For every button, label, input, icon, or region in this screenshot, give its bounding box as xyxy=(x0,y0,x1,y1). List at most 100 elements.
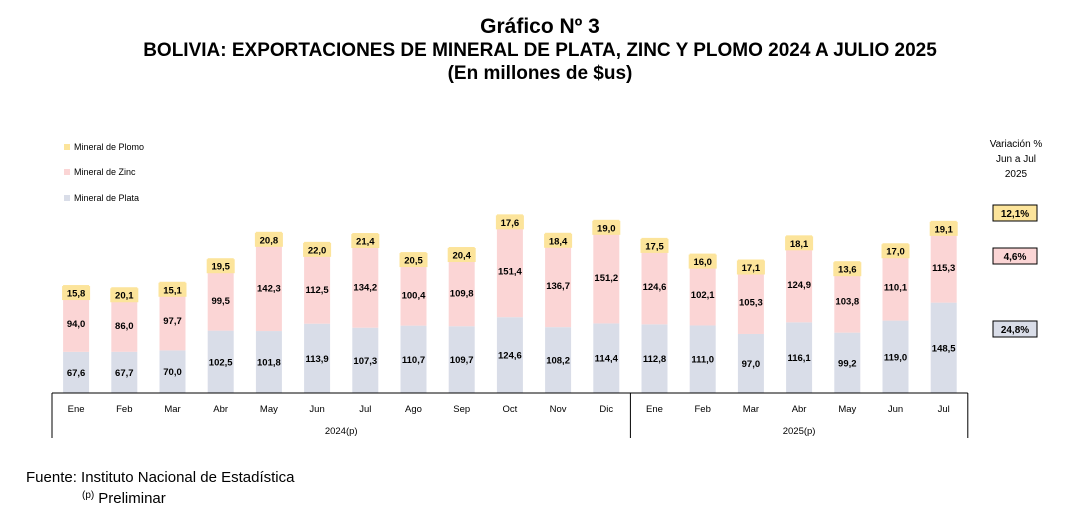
data-label-box xyxy=(62,286,91,301)
preliminary-text: Preliminar xyxy=(98,490,166,507)
bar-segment xyxy=(882,253,909,321)
data-label: 67,7 xyxy=(115,368,134,379)
preliminary-mark: (p) xyxy=(82,490,95,501)
variation-box xyxy=(992,320,1038,338)
data-label-box xyxy=(785,236,814,251)
variation-box xyxy=(992,247,1038,265)
bar-segment xyxy=(304,323,331,393)
bar-segment xyxy=(159,290,186,351)
bar-segment xyxy=(689,325,716,393)
bar-segment xyxy=(930,302,957,393)
data-label-box xyxy=(881,244,910,259)
variation-value: 4,6% xyxy=(1004,252,1027,263)
chart-titles: Gráfico Nº 3 BOLIVIA: EXPORTACIONES DE M… xyxy=(0,14,1080,85)
data-label: 102,1 xyxy=(691,290,715,301)
bar-segment xyxy=(111,351,138,393)
data-label: 142,3 xyxy=(257,283,281,294)
x-tick-label: Sep xyxy=(453,404,470,415)
x-tick-label: Ago xyxy=(405,404,422,415)
data-label: 22,0 xyxy=(308,245,327,256)
data-label: 105,3 xyxy=(739,297,763,308)
source-note: Fuente: Instituto Nacional de Estadístic… xyxy=(26,469,295,486)
data-label: 20,5 xyxy=(404,256,423,267)
data-label: 136,7 xyxy=(546,281,570,292)
data-label: 124,6 xyxy=(643,282,667,293)
data-label: 103,8 xyxy=(835,297,859,308)
bar-segment xyxy=(448,259,475,327)
data-label: 110,7 xyxy=(402,355,425,366)
data-label: 113,9 xyxy=(305,354,328,365)
x-tick-label: Abr xyxy=(213,404,228,415)
data-label: 17,1 xyxy=(742,263,761,274)
group-label: 2025(p) xyxy=(783,426,816,437)
data-label: 67,6 xyxy=(67,368,86,379)
x-tick-label: Nov xyxy=(550,404,567,415)
bar-segment xyxy=(641,324,668,393)
data-label: 109,8 xyxy=(450,288,474,299)
data-label: 111,0 xyxy=(691,355,714,366)
data-label: 148,5 xyxy=(932,343,956,354)
data-label: 119,0 xyxy=(884,352,907,363)
bar-segment xyxy=(207,270,234,331)
bar-segment xyxy=(63,294,90,352)
x-tick-label: Jun xyxy=(888,404,903,415)
data-label: 20,4 xyxy=(452,251,471,262)
data-label-box xyxy=(399,253,428,268)
group-label: 2024(p) xyxy=(325,426,358,437)
data-label-box xyxy=(592,220,621,235)
chart-subtitle: BOLIVIA: EXPORTACIONES DE MINERAL DE PLA… xyxy=(143,40,937,61)
bar-segment xyxy=(930,232,957,303)
bar-segment xyxy=(496,317,523,393)
data-label: 13,6 xyxy=(838,265,857,276)
x-tick-label: Feb xyxy=(116,404,132,415)
bar-segment xyxy=(111,299,138,352)
bar-segment xyxy=(496,225,523,318)
chart-title: Gráfico Nº 3 xyxy=(480,15,600,38)
data-label-box xyxy=(158,282,187,297)
variation-title: 2025 xyxy=(1005,169,1028,180)
data-label: 19,5 xyxy=(211,262,230,273)
variation-value: 24,8% xyxy=(1001,325,1029,336)
x-tick-label: Mar xyxy=(743,404,759,415)
variation-value: 12,1% xyxy=(1001,209,1029,220)
chart-units: (En millones de $us) xyxy=(447,63,633,84)
data-label: 86,0 xyxy=(115,321,134,332)
data-label: 94,0 xyxy=(67,319,86,330)
bar-segment xyxy=(593,231,620,324)
data-label: 20,1 xyxy=(115,291,134,302)
bar-segment xyxy=(159,350,186,393)
x-tick-label: Jul xyxy=(938,404,950,415)
data-label: 109,7 xyxy=(450,355,474,366)
bar-segment xyxy=(255,244,282,332)
data-label: 17,6 xyxy=(501,218,520,229)
data-label: 124,6 xyxy=(498,351,522,362)
x-tick-label: Ene xyxy=(68,404,85,415)
data-label: 124,9 xyxy=(787,280,811,291)
legend-label: Mineral de Zinc xyxy=(74,167,136,177)
data-label-box xyxy=(495,215,524,230)
bar-segment xyxy=(786,322,813,393)
data-label: 100,4 xyxy=(402,291,426,302)
x-tick-label: Ene xyxy=(646,404,663,415)
data-label: 107,3 xyxy=(353,356,377,367)
data-label: 18,4 xyxy=(549,236,568,247)
legend-swatch xyxy=(64,195,70,201)
bar-segment xyxy=(689,263,716,326)
data-label-box xyxy=(254,232,283,247)
data-label-box xyxy=(833,262,862,277)
data-label: 18,1 xyxy=(790,239,809,250)
data-label: 70,0 xyxy=(163,367,182,378)
x-tick-label: May xyxy=(838,404,856,415)
x-tick-label: Jun xyxy=(309,404,324,415)
data-label-box xyxy=(447,248,476,263)
legend-swatch xyxy=(64,169,70,175)
data-label-box xyxy=(640,238,669,253)
data-label: 16,0 xyxy=(693,257,712,268)
data-label: 108,2 xyxy=(546,356,570,367)
data-label: 134,2 xyxy=(353,282,377,293)
data-label: 15,8 xyxy=(67,289,86,300)
data-label-box xyxy=(206,259,235,274)
variation-title: Variación % xyxy=(990,139,1043,150)
bar-segment xyxy=(882,320,909,393)
